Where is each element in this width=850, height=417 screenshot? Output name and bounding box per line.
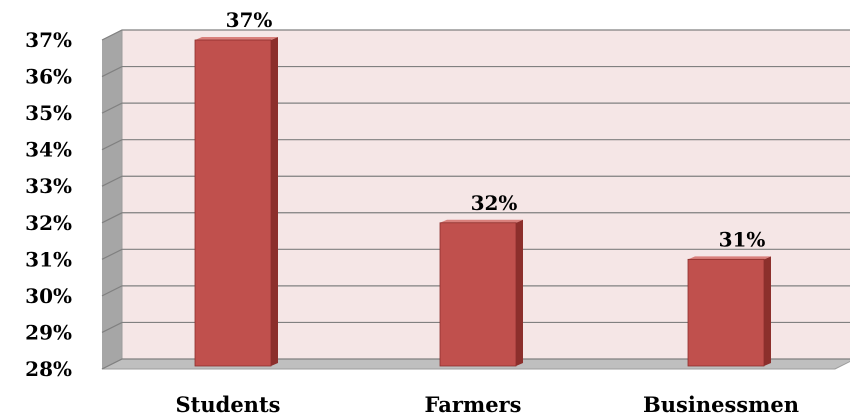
data-label: 32% [471, 191, 518, 215]
gridline [101, 102, 850, 114]
y-axis-tick-labels: 28% 29% 30% 31% 32% 33% 34% 35% 36% 37% [25, 28, 72, 381]
y-tick-label: 34% [25, 138, 72, 162]
bars [194, 37, 771, 367]
gridline [101, 212, 850, 224]
bar-top [688, 256, 771, 260]
data-labels: 37% 32% 31% [226, 8, 766, 251]
category-label: Farmers [425, 392, 522, 417]
y-tick-label: 32% [25, 211, 72, 235]
category-label: Students [176, 392, 281, 417]
gridline [101, 65, 850, 78]
gridline [101, 321, 850, 333]
data-label: 37% [226, 8, 273, 32]
y-tick-label: 31% [25, 247, 72, 271]
side-wall [102, 30, 122, 369]
bar-front [194, 39, 272, 367]
bar-front [439, 222, 517, 367]
y-tick-label: 28% [25, 357, 72, 381]
gridlines [101, 29, 850, 370]
y-tick-label: 30% [25, 284, 72, 308]
bar [439, 219, 523, 367]
gridline [101, 139, 850, 151]
bar-side [764, 256, 771, 366]
bar-side [271, 37, 278, 366]
bar [194, 37, 278, 367]
data-label: 31% [719, 227, 766, 251]
y-tick-label: 36% [25, 65, 72, 89]
gridline [101, 175, 850, 187]
bar-top [195, 37, 278, 40]
gridline [101, 358, 850, 370]
y-tick-label: 37% [25, 28, 72, 52]
bar-front [687, 258, 765, 367]
bar-side [516, 219, 523, 366]
y-tick-label: 33% [25, 174, 72, 198]
bar [687, 256, 771, 367]
category-label: Businessmen [643, 392, 799, 417]
gridline [101, 248, 850, 260]
category-labels: Students Farmers Businessmen [176, 392, 799, 417]
bar-top [440, 219, 523, 223]
y-tick-label: 29% [25, 320, 72, 344]
gridline [101, 29, 850, 41]
y-tick-label: 35% [25, 101, 72, 125]
gridline [101, 285, 850, 297]
